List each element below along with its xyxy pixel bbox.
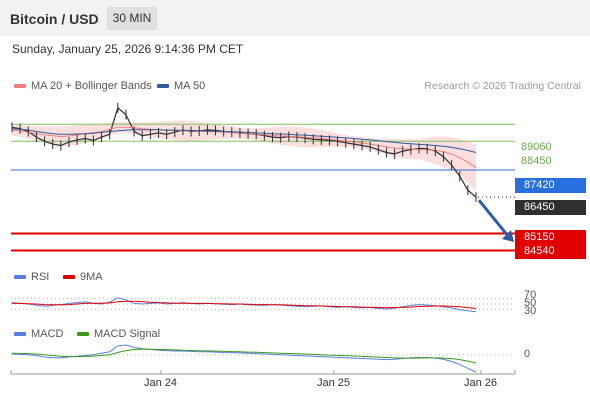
legend-ma50-label: MA 50: [174, 80, 206, 92]
legend-rsi: RSI: [14, 271, 49, 283]
level-label-88450: 88450: [521, 155, 552, 167]
legend-macd-signal-label: MACD Signal: [94, 328, 161, 340]
rsi-level-70: 70: [524, 289, 537, 301]
macd-swatch: [14, 332, 26, 337]
macd-zero-label: 0: [524, 348, 531, 360]
level-label-89060: 89060: [521, 141, 552, 153]
bollinger-band: [12, 120, 476, 192]
last-price-label: 86450: [515, 200, 586, 215]
x-tick-jan26: Jan 26: [464, 377, 498, 389]
legend-rsi-ma: 9MA: [63, 271, 103, 283]
x-tick-jan25: Jan 25: [317, 377, 351, 389]
forecast-arrow-head: [502, 229, 514, 242]
timestamp: Sunday, January 25, 2026 9:14:36 PM CET: [12, 42, 244, 56]
legend-bollinger-label: MA 20 + Bollinger Bands: [31, 80, 152, 92]
chart-header: Bitcoin / USD 30 MIN: [0, 0, 590, 36]
level-label-85150: 85150: [515, 230, 586, 245]
x-tick-jan24: Jan 24: [144, 377, 178, 389]
copyright: Research © 2026 Trading Central: [424, 80, 581, 92]
macd-signal-swatch: [77, 332, 89, 337]
macd-series-macd: [11, 344, 477, 373]
ma50-swatch: [157, 84, 169, 89]
legend-rsi-ma-label: 9MA: [80, 271, 103, 283]
forecast-arrow: [477, 199, 510, 237]
rsi-level-30: 30: [524, 305, 537, 317]
instrument-title: Bitcoin / USD: [10, 11, 99, 27]
legend-ma50: MA 50: [157, 80, 205, 92]
bollinger-swatch: [14, 84, 26, 89]
macd-series-macd-signal: [11, 348, 477, 364]
legend-macd: MACD: [14, 328, 63, 340]
legend-bollinger: MA 20 + Bollinger Bands: [14, 80, 152, 92]
series-ma-50: [11, 128, 477, 153]
rsi-level-50: 50: [524, 297, 537, 309]
level-label-87420: 87420: [515, 178, 586, 193]
rsi-swatch: [14, 275, 26, 280]
legend-rsi-label: RSI: [31, 271, 50, 283]
level-label-84540: 84540: [515, 244, 586, 259]
rsi-ma-swatch: [63, 275, 75, 280]
legend-macd-signal: MACD Signal: [77, 328, 160, 340]
interval-badge[interactable]: 30 MIN: [107, 7, 157, 30]
legend-macd-label: MACD: [31, 328, 64, 340]
rsi-series-9ma: [12, 300, 477, 309]
